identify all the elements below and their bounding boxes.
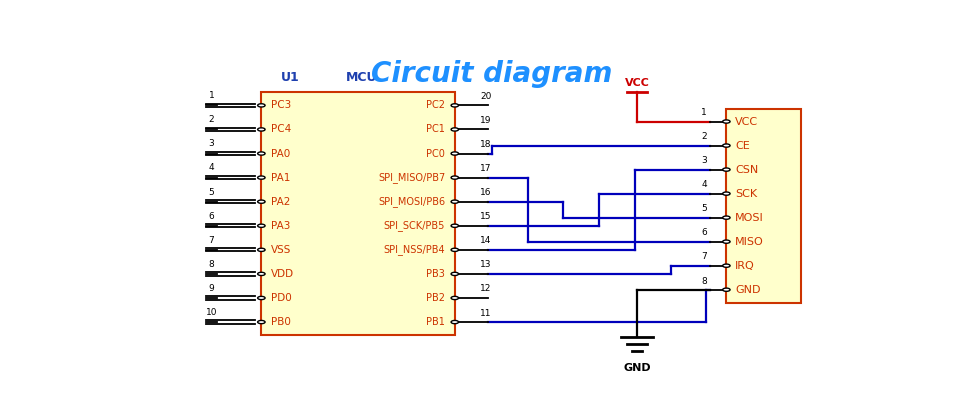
Circle shape [451,104,459,107]
Text: PC0: PC0 [426,149,445,158]
Circle shape [257,224,265,227]
Text: 7: 7 [701,252,707,262]
Text: 14: 14 [480,236,492,245]
Text: 10: 10 [205,308,217,317]
Circle shape [257,297,265,299]
Text: 17: 17 [480,164,492,173]
Text: 7: 7 [208,236,214,245]
Text: 6: 6 [701,228,707,237]
Text: PC1: PC1 [426,124,445,134]
Text: 2: 2 [702,132,707,142]
Circle shape [723,192,731,195]
Text: U1: U1 [281,71,300,84]
Text: 4: 4 [208,163,214,173]
Text: SCK: SCK [735,189,757,199]
Text: 20: 20 [480,92,492,101]
Bar [727,109,801,303]
Text: GND: GND [735,285,760,295]
Text: GND: GND [623,363,651,373]
Circle shape [257,176,265,179]
Text: MISO: MISO [735,236,764,247]
Text: 8: 8 [208,260,214,269]
Text: PA2: PA2 [271,197,291,207]
Text: 11: 11 [480,309,492,318]
Text: 9: 9 [208,284,214,293]
Circle shape [723,264,731,267]
Text: 4: 4 [702,181,707,189]
Text: 16: 16 [480,188,492,197]
Text: PA0: PA0 [271,149,290,158]
Text: VCC: VCC [735,116,758,126]
Circle shape [723,120,731,123]
Text: MOSI: MOSI [735,213,764,223]
Circle shape [451,128,459,131]
Text: IRQ: IRQ [735,261,755,271]
Text: PB2: PB2 [426,293,445,303]
Text: PC4: PC4 [271,124,291,134]
Text: SPI_MOSI/PB6: SPI_MOSI/PB6 [378,196,445,207]
Text: Circuit diagram: Circuit diagram [372,60,612,88]
Text: 13: 13 [480,260,492,269]
Circle shape [451,320,459,324]
Circle shape [257,248,265,252]
Text: 15: 15 [480,212,492,221]
Circle shape [257,104,265,107]
Bar [261,92,455,335]
Text: 2: 2 [208,115,214,124]
Text: 3: 3 [208,139,214,148]
Text: 12: 12 [480,284,492,294]
Circle shape [451,248,459,252]
Text: CE: CE [735,141,750,151]
Text: PB0: PB0 [271,317,291,327]
Text: 1: 1 [208,91,214,100]
Text: 19: 19 [480,116,492,125]
Text: SPI_MISO/PB7: SPI_MISO/PB7 [378,172,445,183]
Text: PA3: PA3 [271,221,291,231]
Circle shape [257,200,265,203]
Circle shape [451,224,459,227]
Text: 3: 3 [701,156,707,165]
Text: PC3: PC3 [271,100,291,110]
Circle shape [723,288,731,291]
Text: 1: 1 [701,108,707,117]
Text: PA1: PA1 [271,173,291,183]
Circle shape [257,128,265,131]
Text: 5: 5 [701,205,707,213]
Circle shape [723,216,731,219]
Text: SPI_NSS/PB4: SPI_NSS/PB4 [383,244,445,255]
Text: CSN: CSN [735,165,758,175]
Text: PB1: PB1 [426,317,445,327]
Text: PD0: PD0 [271,293,292,303]
Circle shape [451,272,459,276]
Text: MCU: MCU [347,71,377,84]
Circle shape [257,272,265,276]
Text: 5: 5 [208,187,214,197]
Text: 18: 18 [480,140,492,149]
Text: 6: 6 [208,212,214,220]
Circle shape [451,176,459,179]
Circle shape [451,152,459,155]
Circle shape [723,144,731,147]
Circle shape [723,240,731,243]
Circle shape [257,320,265,324]
Text: VCC: VCC [625,78,650,88]
Text: VDD: VDD [271,269,294,279]
Circle shape [451,200,459,203]
Circle shape [257,152,265,155]
Circle shape [723,168,731,171]
Text: PC2: PC2 [426,100,445,110]
Text: PB3: PB3 [426,269,445,279]
Text: 8: 8 [701,276,707,286]
Circle shape [451,297,459,299]
Text: VSS: VSS [271,245,292,255]
Text: SPI_SCK/PB5: SPI_SCK/PB5 [384,220,445,231]
